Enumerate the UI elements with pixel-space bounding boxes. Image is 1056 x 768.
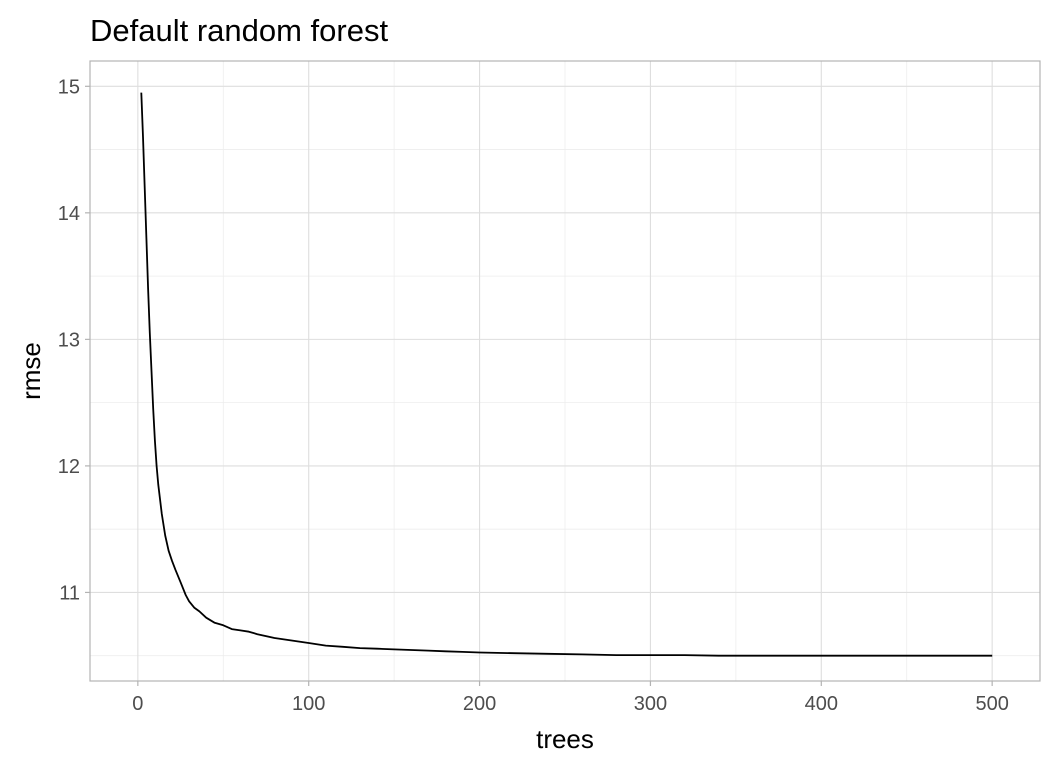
y-axis: 11 12 13 14 15 (58, 76, 90, 604)
x-tick-label: 400 (805, 693, 838, 715)
y-tick-label: 12 (58, 456, 80, 478)
y-axis-title: rmse (16, 342, 46, 400)
x-axis: 0 100 200 300 400 500 (132, 681, 1009, 715)
series-layer (140, 92, 993, 657)
chart-title: Default random forest (90, 13, 388, 48)
y-tick-label: 15 (58, 76, 80, 98)
x-tick-label: 0 (132, 693, 143, 715)
x-axis-title: trees (536, 724, 594, 754)
panel-border (89, 60, 1041, 682)
y-tick-label: 13 (58, 329, 80, 351)
major-grid (90, 61, 1040, 681)
x-tick-label: 300 (634, 693, 667, 715)
x-tick-label: 200 (463, 693, 496, 715)
series-line (140, 92, 993, 657)
x-tick-label: 100 (292, 693, 325, 715)
y-tick-label: 11 (59, 582, 80, 604)
minor-grid (90, 61, 1040, 681)
y-tick-label: 14 (58, 203, 80, 225)
x-tick-label: 500 (975, 693, 1008, 715)
